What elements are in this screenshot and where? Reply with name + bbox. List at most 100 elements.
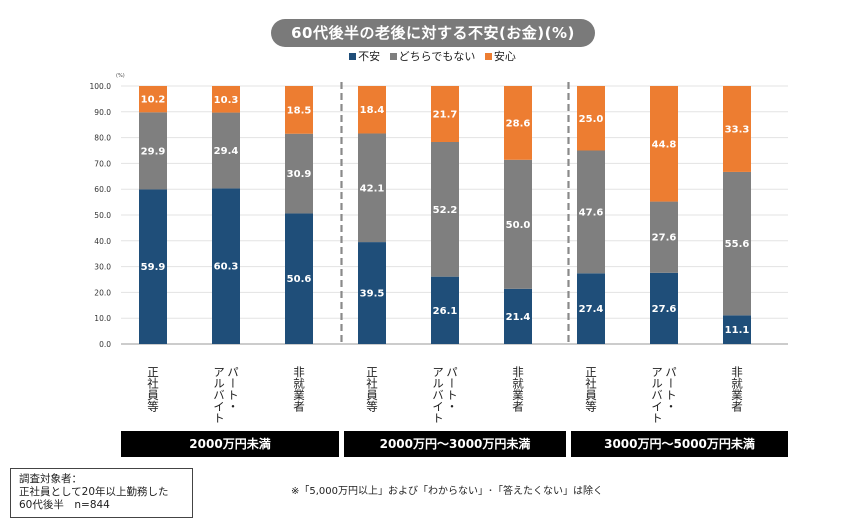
bar-segment [431,86,459,142]
y-tick-label: 60.0 [94,185,111,194]
bar-segment [504,86,532,160]
bar-segment [650,272,678,344]
x-tick-label-line: アルバイト [431,366,445,424]
x-tick-label: 非就業者 [730,366,744,412]
group-label-2: 3000万円～5000万円未満 [571,431,788,457]
x-tick-label-line: アルバイト [212,366,226,424]
data-label: 50.6 [287,274,312,285]
group-label-1: 2000万円～3000万円未満 [344,431,566,457]
data-label: 26.1 [433,306,458,317]
bar-segment [650,86,678,202]
bar-segment [577,86,605,151]
x-tick-label: 正社員等 [365,366,379,412]
data-label: 10.3 [214,95,239,106]
x-tick-label-line: 正社員等 [365,366,379,412]
x-tick-label-line: 非就業者 [730,366,744,412]
bar-segment [212,86,240,113]
x-tick-label: 正社員等 [584,366,598,412]
data-label: 29.9 [141,146,166,157]
legend-item-neutral: どちらでもない [389,50,476,64]
y-tick-label: 40.0 [94,237,111,246]
legend-swatch [389,53,397,60]
data-label: 42.1 [360,183,385,194]
bar-segment [577,273,605,344]
y-tick-label: 0.0 [99,340,111,349]
legend-label: 安心 [493,50,516,63]
survey-target-line: 正社員として20年以上勤務した [19,486,169,498]
legend-item-secure: 安心 [484,50,516,64]
data-label: 30.9 [287,169,312,180]
data-label: 21.4 [506,312,531,323]
x-tick-label-line: パート・ [664,366,678,412]
legend-label: どちらでもない [398,50,476,63]
bar-segment [285,133,313,214]
data-label: 27.6 [652,233,677,244]
group-label-0: 2000万円未満 [121,431,339,457]
legend-swatch [484,53,492,60]
x-tick-label-line: 正社員等 [146,366,160,412]
y-tick-label: 20.0 [94,288,111,297]
survey-target-box: 調査対象者： 正社員として20年以上勤務した 60代後半 n=844 [10,468,193,518]
x-tick-label-line: パート・ [445,366,459,412]
y-tick-label: 100.0 [90,82,112,91]
data-label: 33.3 [725,124,750,135]
bar-segment [212,112,240,189]
x-tick-label: 非就業者 [292,366,306,412]
chart-title: 60代後半の老後に対する不安(お金)(%) [271,19,595,47]
x-tick-label: パート・ アルバイト [431,366,459,424]
data-label: 18.4 [360,105,385,116]
data-label: 59.9 [141,262,166,273]
bar-segment [723,315,751,344]
x-tick-label-line: 非就業者 [511,366,525,412]
bar-segment [212,188,240,344]
bar-segment [139,112,167,190]
x-tick-label-line: 正社員等 [584,366,598,412]
data-label: 25.0 [579,114,604,125]
data-label: 29.4 [214,146,239,157]
data-label: 27.6 [652,304,677,315]
y-tick-label: 90.0 [94,108,111,117]
y-tick-label: 50.0 [94,211,111,220]
y-axis-unit: (%) [116,73,125,79]
x-tick-label: パート・ アルバイト [212,366,240,424]
bar-segment [650,201,678,273]
data-label: 55.6 [725,239,750,250]
survey-target-line: 60代後半 n=844 [19,499,110,511]
data-label: 52.2 [433,205,458,216]
data-label: 21.7 [433,109,458,120]
bar-segment [139,189,167,344]
bar-segment [431,141,459,277]
bar-segment [285,213,313,344]
bar-segment [139,86,167,113]
legend-swatch [349,53,357,60]
bar-segment [358,242,386,344]
data-label: 10.2 [141,95,166,106]
x-tick-label: 非就業者 [511,366,525,412]
bar-segment [431,276,459,344]
legend: 不安 どちらでもない 安心 [0,50,865,64]
y-tick-label: 30.0 [94,263,111,272]
stacked-bar-chart: 0.0 10.0 20.0 30.0 40.0 50.0 60.0 70.0 80.0 90.0 1… [90,82,788,349]
bar-segment [358,86,386,134]
survey-target-line: 調査対象者： [19,473,82,485]
legend-label: 不安 [358,50,381,63]
data-label: 11.1 [725,325,750,336]
bar-segment [577,150,605,274]
data-label: 50.0 [506,220,531,231]
x-tick-label: 正社員等 [146,366,160,412]
bar-segment [723,86,751,172]
x-tick-label-line: アルバイト [650,366,664,424]
data-label: 47.6 [579,207,604,218]
data-label: 28.6 [506,118,531,129]
legend-item-anxious: 不安 [349,50,380,64]
y-tick-label: 70.0 [94,159,111,168]
data-label: 18.5 [287,105,312,116]
data-label: 39.5 [360,289,385,300]
data-label: 60.3 [214,262,239,273]
data-label: 44.8 [652,139,677,150]
bar-segment [358,133,386,243]
bar-segment [504,288,532,344]
bar-segment [723,171,751,316]
data-label: 27.4 [579,304,604,315]
x-tick-label: パート・ アルバイト [650,366,678,424]
